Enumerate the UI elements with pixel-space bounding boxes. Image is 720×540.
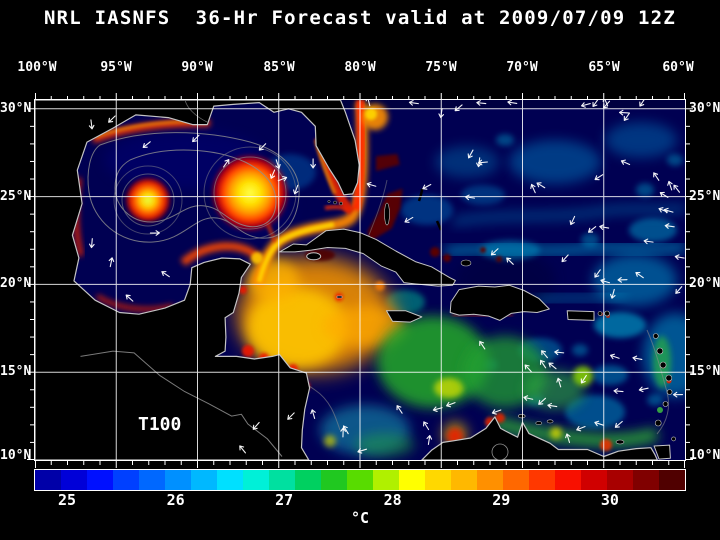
lat-axis-label-left: 15°N (0, 364, 32, 379)
lon-axis-label: 85°W (263, 60, 295, 75)
colorbar-tick-label: 30 (600, 491, 619, 509)
lon-axis-label: 75°W (425, 60, 457, 75)
forecast-map: T100 (34, 99, 686, 461)
lat-axis-label-left: 10°N (0, 448, 32, 463)
lon-axis-label: 95°W (100, 60, 132, 75)
colorbar-segment (269, 470, 295, 490)
colorbar-segment (295, 470, 321, 490)
colorbar-tick-label: 28 (383, 491, 402, 509)
colorbar-segment (113, 470, 139, 490)
colorbar-segment (555, 470, 581, 490)
lat-axis-label-left: 30°N (0, 101, 32, 116)
lon-axis-label: 60°W (662, 60, 694, 75)
colorbar-segment (373, 470, 399, 490)
page-title: NRL IASNFS 36-Hr Forecast valid at 2009/… (44, 7, 676, 29)
colorbar-segment (347, 470, 373, 490)
colorbar-segment (607, 470, 633, 490)
lon-axis-label: 65°W (588, 60, 620, 75)
axis-ticks-bottom (35, 461, 685, 468)
t100-label: T100 (138, 414, 181, 435)
lon-axis-label: 100°W (17, 60, 57, 75)
colorbar-segment (399, 470, 425, 490)
current-arrows (88, 100, 685, 454)
colorbar-track (35, 470, 685, 490)
lat-axis-label-left: 25°N (0, 189, 32, 204)
lat-axis-label-right: 15°N (689, 364, 720, 379)
colorbar-segment (477, 470, 503, 490)
colorbar-segment (87, 470, 113, 490)
colorbar-tick-label: 26 (166, 491, 185, 509)
colorbar-segment (61, 470, 87, 490)
colorbar-segment (165, 470, 191, 490)
lon-axis-label: 70°W (506, 60, 538, 75)
colorbar-segment (321, 470, 347, 490)
colorbar-segment (243, 470, 269, 490)
lat-axis-label-right: 20°N (689, 276, 720, 291)
lat-axis-label-right: 10°N (689, 448, 720, 463)
lat-axis-label-right: 25°N (689, 189, 720, 204)
lon-axis-label: 90°W (181, 60, 213, 75)
colorbar-segment (217, 470, 243, 490)
lat-axis-label-left: 20°N (0, 276, 32, 291)
colorbar-segment (191, 470, 217, 490)
colorbar-segment (451, 470, 477, 490)
colorbar (34, 469, 686, 491)
colorbar-segment (35, 470, 61, 490)
axis-ticks-right (686, 108, 693, 460)
colorbar-segment (659, 470, 685, 490)
colorbar-segment (503, 470, 529, 490)
lat-axis-label-right: 30°N (689, 101, 720, 116)
colorbar-segment (425, 470, 451, 490)
islands (279, 188, 676, 460)
colorbar-tick-label: 29 (492, 491, 511, 509)
colorbar-tick-label: 27 (275, 491, 294, 509)
colorbar-segment (633, 470, 659, 490)
lon-axis-label: 80°W (344, 60, 376, 75)
t100-field-plot: T100 (35, 100, 685, 460)
colorbar-segment (529, 470, 555, 490)
colorbar-unit-label: °C (350, 509, 370, 527)
grid-lines (35, 100, 685, 460)
colorbar-segment (581, 470, 607, 490)
axis-ticks-left (27, 108, 34, 460)
colorbar-segment (139, 470, 165, 490)
colorbar-tick-label: 25 (57, 491, 77, 509)
